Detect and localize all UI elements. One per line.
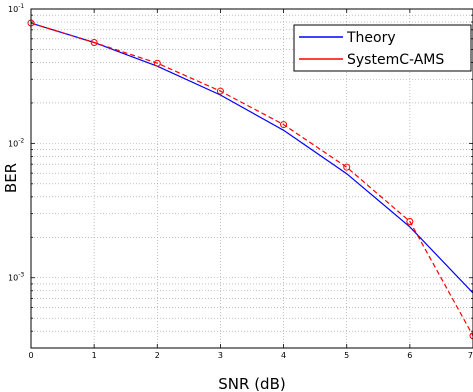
series-systemc-line bbox=[30, 22, 473, 337]
series-layer bbox=[27, 19, 473, 340]
y-tick-label: 10-1 bbox=[8, 3, 24, 14]
legend-systemc-label: SystemC-AMS bbox=[347, 52, 444, 68]
series-systemc-point bbox=[406, 218, 414, 226]
series-systemc-point bbox=[216, 87, 224, 95]
series-systemc-point bbox=[343, 163, 351, 171]
y-tick-label: 10-2 bbox=[8, 137, 24, 148]
x-tick-label: 7 bbox=[468, 351, 473, 360]
series-systemc-point bbox=[469, 332, 473, 340]
x-tick-label: 2 bbox=[155, 351, 160, 360]
tick-labels: 0 1 2 3 4 5 6 7 10-1 10-2 10-3 bbox=[8, 3, 473, 360]
series-systemc-point bbox=[280, 121, 288, 129]
x-tick-label: 4 bbox=[281, 351, 286, 360]
x-tick-label: 0 bbox=[28, 351, 33, 360]
x-tick-label: 3 bbox=[218, 351, 223, 360]
x-tick-label: 5 bbox=[344, 351, 349, 360]
y-tick-label: 10-3 bbox=[8, 272, 24, 283]
x-tick-label: 1 bbox=[92, 351, 97, 360]
legend-box bbox=[293, 24, 472, 72]
y-axis-label: BER bbox=[2, 163, 20, 193]
grid bbox=[31, 9, 473, 348]
legend: Theory SystemC-AMS bbox=[293, 24, 472, 72]
series-theory-line bbox=[30, 22, 473, 294]
x-axis-label: SNR (dB) bbox=[218, 375, 285, 392]
series-systemc-point bbox=[153, 59, 161, 67]
series-systemc-point bbox=[90, 39, 98, 47]
plot-frame bbox=[30, 8, 473, 349]
legend-theory-label: Theory bbox=[346, 30, 396, 46]
x-tick-label: 6 bbox=[407, 351, 412, 360]
